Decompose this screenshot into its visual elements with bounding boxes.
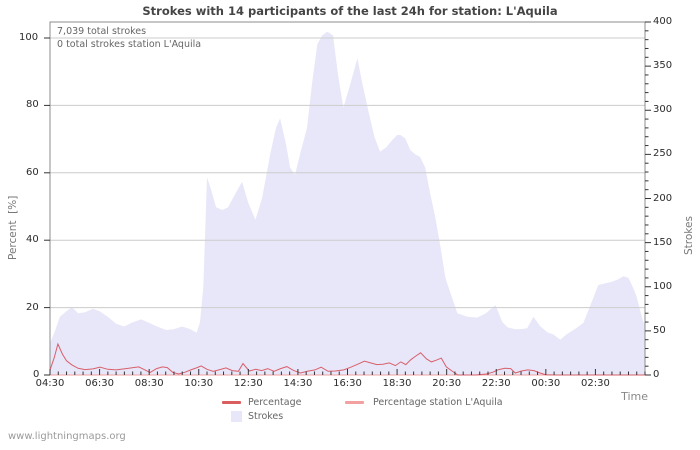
x-tick-label: 02:30 xyxy=(580,378,610,389)
x-tick-label: 04:30 xyxy=(35,378,65,389)
x-tick-label: 16:30 xyxy=(333,378,362,389)
right-tick-label: 250 xyxy=(653,148,673,160)
x-tick-label: 06:30 xyxy=(85,378,114,389)
legend-label-percentage-station: Percentage station L'Aquila xyxy=(373,397,503,408)
legend-swatch-percentage-station xyxy=(345,401,364,404)
total-strokes-annotation: 7,039 total strokes xyxy=(57,26,147,37)
right-tick-label: 400 xyxy=(653,16,673,27)
x-tick-label: 20:30 xyxy=(432,378,462,389)
chart-title: Strokes with 14 participants of the last… xyxy=(142,4,558,18)
legend-swatch-strokes xyxy=(231,411,242,422)
left-tick-label: 60 xyxy=(26,166,39,178)
legend-swatch-percentage xyxy=(222,401,241,404)
right-tick-label: 150 xyxy=(653,236,673,248)
x-tick-label: 14:30 xyxy=(283,378,313,389)
station-total-annotation: 0 total strokes station L'Aquila xyxy=(57,39,202,50)
left-tick-label: 40 xyxy=(26,234,39,246)
left-tick-label: 0 xyxy=(33,369,40,380)
strokes-area xyxy=(50,31,645,375)
x-tick-label: 10:30 xyxy=(184,378,214,389)
percentage-line xyxy=(49,342,645,376)
x-tick-label: 00:30 xyxy=(531,378,561,389)
right-tick-label: 300 xyxy=(653,104,673,116)
right-tick-label: 200 xyxy=(653,192,673,204)
x-tick-label: 12:30 xyxy=(233,378,263,389)
left-axis-title: Percent [%] xyxy=(7,195,19,260)
x-tick-label: 18:30 xyxy=(382,378,412,389)
right-tick-label: 100 xyxy=(653,280,673,292)
left-tick-label: 100 xyxy=(19,32,39,43)
legend-label-percentage: Percentage xyxy=(248,397,302,408)
left-tick-label: 80 xyxy=(26,99,39,111)
x-tick-label: 08:30 xyxy=(134,378,164,389)
right-tick-label: 350 xyxy=(653,60,673,72)
watermark: www.lightningmaps.org xyxy=(8,431,126,442)
x-axis-title: Time xyxy=(621,390,648,403)
right-tick-label: 0 xyxy=(653,369,660,380)
x-tick-label: 22:30 xyxy=(481,378,511,389)
right-axis-title: Strokes xyxy=(683,216,695,255)
right-tick-label: 50 xyxy=(653,324,666,336)
left-tick-label: 20 xyxy=(26,301,39,313)
legend-label-strokes: Strokes xyxy=(248,411,284,422)
